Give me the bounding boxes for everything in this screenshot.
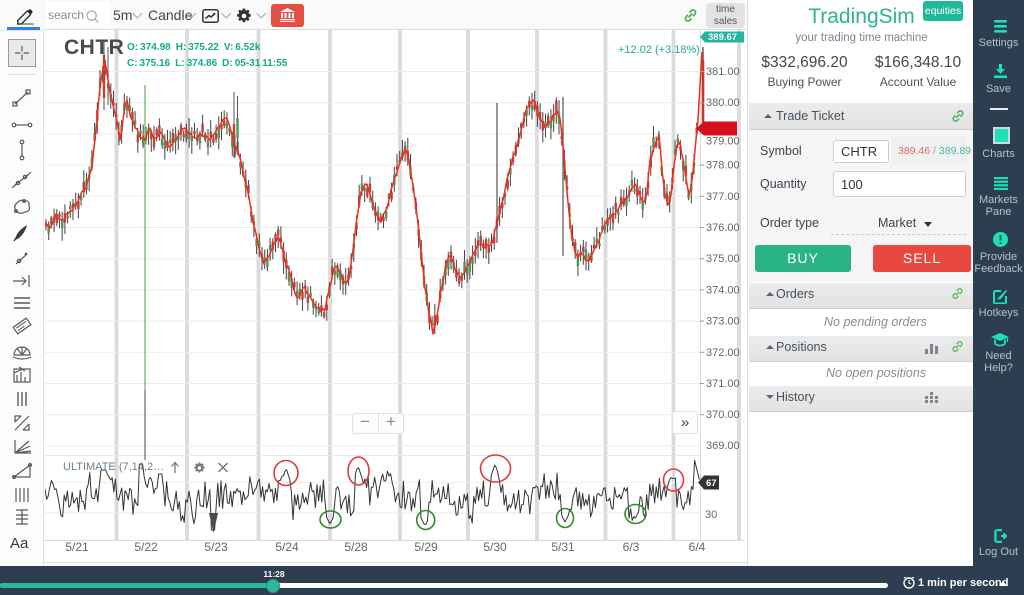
svg-text:6/4: 6/4 [689, 540, 706, 554]
svg-text:389.67: 389.67 [708, 32, 737, 43]
svg-text:5/23: 5/23 [204, 540, 228, 554]
svg-text:372.00: 372.00 [706, 347, 740, 359]
svg-text:30: 30 [705, 509, 717, 521]
svg-text:5/21: 5/21 [65, 540, 89, 554]
svg-text:373.00: 373.00 [706, 316, 740, 328]
svg-text:5/24: 5/24 [275, 540, 299, 554]
svg-text:371.00: 371.00 [706, 378, 740, 390]
svg-text:5/28: 5/28 [344, 540, 368, 554]
svg-text:378.00: 378.00 [706, 160, 740, 172]
svg-text:374.00: 374.00 [706, 284, 740, 296]
svg-text:380.00: 380.00 [706, 97, 740, 109]
svg-text:67: 67 [706, 478, 717, 489]
svg-text:5/31: 5/31 [551, 540, 575, 554]
svg-text:6/3: 6/3 [623, 540, 640, 554]
svg-text:375.00: 375.00 [706, 253, 740, 265]
svg-text:369.00: 369.00 [706, 440, 740, 452]
svg-text:370.00: 370.00 [706, 409, 740, 421]
svg-text:376.00: 376.00 [706, 222, 740, 234]
svg-text:5/30: 5/30 [483, 540, 507, 554]
svg-text:5/29: 5/29 [414, 540, 438, 554]
svg-text:381.00: 381.00 [706, 66, 740, 78]
svg-text:379.00: 379.00 [706, 135, 740, 147]
svg-text:377.00: 377.00 [706, 191, 740, 203]
svg-text:5/22: 5/22 [134, 540, 158, 554]
